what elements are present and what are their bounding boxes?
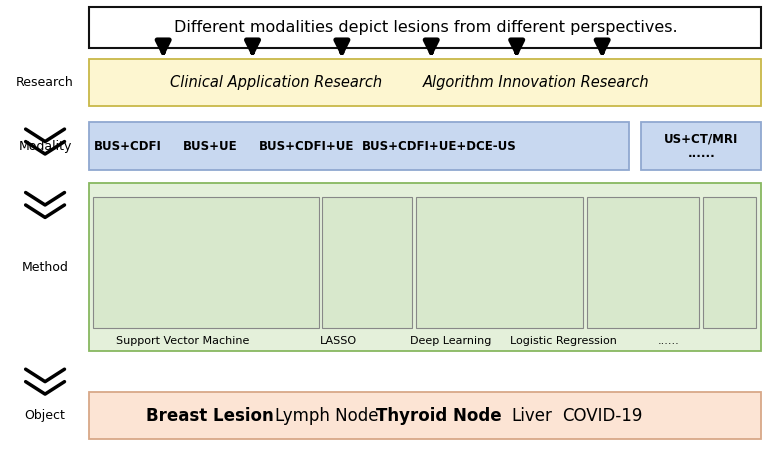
- Bar: [322, 197, 412, 328]
- Text: Modality: Modality: [19, 140, 71, 153]
- Text: ......: ......: [657, 336, 679, 346]
- Text: Support Vector Machine: Support Vector Machine: [116, 336, 249, 346]
- Text: COVID-19: COVID-19: [562, 407, 643, 425]
- Text: Lymph Node: Lymph Node: [274, 407, 378, 425]
- Bar: [416, 197, 583, 328]
- Text: Object: Object: [25, 409, 65, 422]
- Bar: [703, 197, 756, 328]
- Bar: [89, 59, 761, 106]
- Text: Algorithm Innovation Research: Algorithm Innovation Research: [423, 75, 650, 91]
- Text: US+CT/MRI
......: US+CT/MRI ......: [664, 132, 738, 160]
- Text: Method: Method: [22, 261, 68, 274]
- Text: Research: Research: [16, 76, 74, 89]
- Bar: [641, 122, 761, 170]
- Text: Logistic Regression: Logistic Regression: [510, 336, 617, 346]
- Bar: [89, 392, 761, 439]
- Text: BUS+UE: BUS+UE: [183, 140, 237, 153]
- Bar: [93, 197, 319, 328]
- Bar: [89, 7, 761, 48]
- Bar: [89, 122, 629, 170]
- Text: BUS+CDFI+UE: BUS+CDFI+UE: [260, 140, 354, 153]
- Text: BUS+CDFI: BUS+CDFI: [94, 140, 162, 153]
- Text: BUS+CDFI+UE+DCE-US: BUS+CDFI+UE+DCE-US: [361, 140, 517, 153]
- Text: Thyroid Node: Thyroid Node: [376, 407, 502, 425]
- Text: LASSO: LASSO: [319, 336, 357, 346]
- Text: Liver: Liver: [512, 407, 552, 425]
- Text: Different modalities depict lesions from different perspectives.: Different modalities depict lesions from…: [173, 19, 678, 35]
- Bar: [89, 183, 761, 351]
- Text: Deep Learning: Deep Learning: [410, 336, 491, 346]
- Bar: [587, 197, 699, 328]
- Text: Breast Lesion: Breast Lesion: [146, 407, 274, 425]
- Text: Clinical Application Research: Clinical Application Research: [169, 75, 382, 91]
